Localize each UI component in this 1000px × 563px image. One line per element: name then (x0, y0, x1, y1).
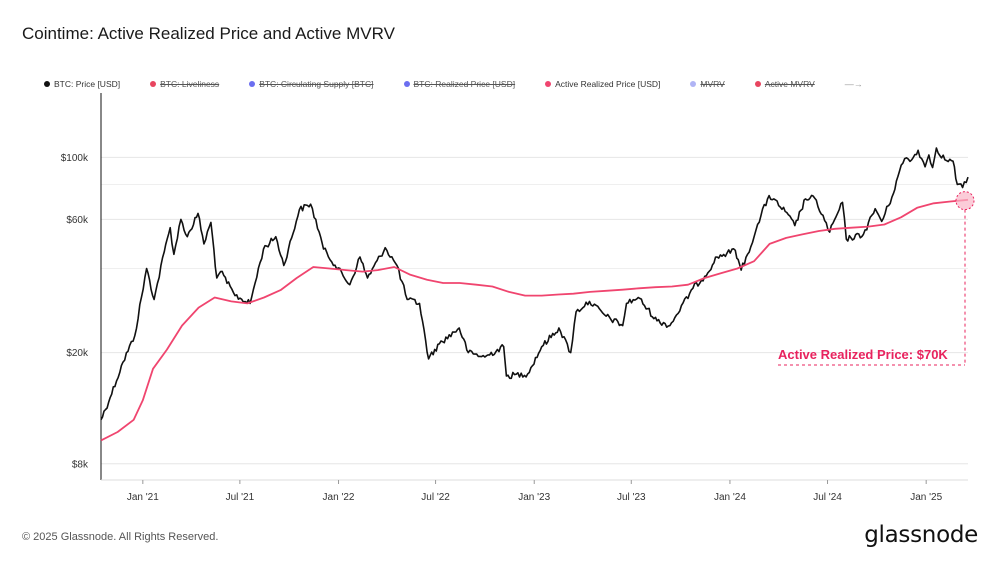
y-tick-label: $20k (66, 348, 89, 359)
legend-dot-icon (249, 81, 256, 87)
x-tick-label: Jul '21 (226, 492, 255, 503)
legend-label: Active Realized Price [USD] (555, 79, 661, 89)
x-tick-label: Jul '24 (813, 492, 842, 503)
legend-more-arrow-icon[interactable]: —→ (844, 79, 863, 89)
glassnode-logo: glassnode (864, 522, 978, 548)
x-tick-label: Jul '22 (421, 492, 450, 503)
legend-label: BTC: Liveliness (160, 79, 220, 89)
legend-item-4[interactable]: Active Realized Price [USD] (545, 79, 660, 89)
legend-label: Active MVRV (764, 79, 815, 89)
legend-item-6[interactable]: Active MVRV (754, 79, 815, 89)
x-tick-label: Jan '24 (714, 492, 746, 503)
legend-dot-icon (690, 81, 697, 87)
y-tick-label: $8k (72, 459, 89, 470)
legend-item-2[interactable]: BTC: Circulating Supply [BTC] (249, 79, 374, 89)
axes: $8k $20k $60k $100k Jan '21 Jul '21 Jan '22 Jul… (61, 93, 968, 503)
annotation-group: Active Realized Price: $70K (778, 191, 975, 366)
legend-item-1[interactable]: BTC: Liveliness (150, 79, 219, 89)
y-tick-label: $100k (61, 153, 89, 164)
chart-title: Cointime: Active Realized Price and Acti… (22, 24, 395, 43)
legend-dot-icon (150, 81, 157, 87)
legend-label: MVRV (700, 79, 725, 89)
legend-item-3[interactable]: BTC: Realized Price [USD] (403, 79, 516, 89)
legend-item-0[interactable]: BTC: Price [USD] (44, 79, 120, 89)
legend-dot-icon (545, 81, 552, 87)
x-tick-label: Jan '23 (518, 492, 550, 503)
copyright: © 2025 Glassnode. All Rights Reserved. (22, 531, 219, 543)
x-tick-label: Jul '23 (617, 492, 646, 503)
legend: BTC: Price [USD] BTC: Liveliness BTC: Circ… (44, 77, 863, 91)
legend-label: BTC: Realized Price [USD] (413, 79, 516, 89)
y-tick-label: $60k (66, 215, 89, 226)
annotation-marker-circle (955, 191, 975, 211)
legend-item-5[interactable]: MVRV (690, 79, 725, 89)
x-tick-label: Jan '25 (910, 492, 942, 503)
series-line-btc-price (100, 147, 969, 421)
x-tick-label: Jan '22 (323, 492, 355, 503)
legend-label: BTC: Price [USD] (54, 79, 121, 89)
grid (101, 156, 968, 465)
legend-dot-icon (44, 81, 50, 87)
legend-label: BTC: Circulating Supply [BTC] (259, 79, 374, 89)
series-group (100, 147, 969, 442)
legend-dot-icon (754, 81, 761, 87)
legend-dot-icon (403, 81, 410, 87)
annotation-label: Active Realized Price: $70K (778, 347, 948, 362)
x-tick-label: Jan '21 (127, 492, 159, 503)
series-line-active-realized-price (100, 198, 969, 442)
